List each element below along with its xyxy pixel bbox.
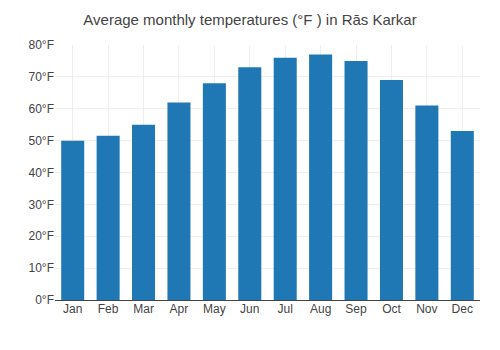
svg-text:Average monthly temperatures (: Average monthly temperatures (°F ) in Rā… — [83, 11, 416, 28]
svg-text:Feb: Feb — [98, 302, 119, 316]
svg-text:May: May — [203, 302, 226, 316]
svg-text:10°F: 10°F — [29, 261, 54, 275]
svg-text:Mar: Mar — [133, 302, 154, 316]
svg-text:Dec: Dec — [452, 302, 473, 316]
svg-text:Jul: Jul — [278, 302, 293, 316]
svg-text:30°F: 30°F — [29, 198, 54, 212]
svg-text:50°F: 50°F — [29, 134, 54, 148]
svg-text:Apr: Apr — [170, 302, 189, 316]
svg-text:60°F: 60°F — [29, 102, 54, 116]
svg-text:Jan: Jan — [63, 302, 82, 316]
svg-text:80°F: 80°F — [29, 38, 54, 52]
svg-text:Oct: Oct — [382, 302, 401, 316]
svg-text:20°F: 20°F — [29, 229, 54, 243]
svg-text:Sep: Sep — [345, 302, 367, 316]
svg-text:0°F: 0°F — [35, 293, 54, 307]
svg-text:Aug: Aug — [310, 302, 331, 316]
svg-text:Jun: Jun — [240, 302, 259, 316]
svg-text:40°F: 40°F — [29, 166, 54, 180]
svg-text:Nov: Nov — [416, 302, 437, 316]
svg-text:70°F: 70°F — [29, 70, 54, 84]
